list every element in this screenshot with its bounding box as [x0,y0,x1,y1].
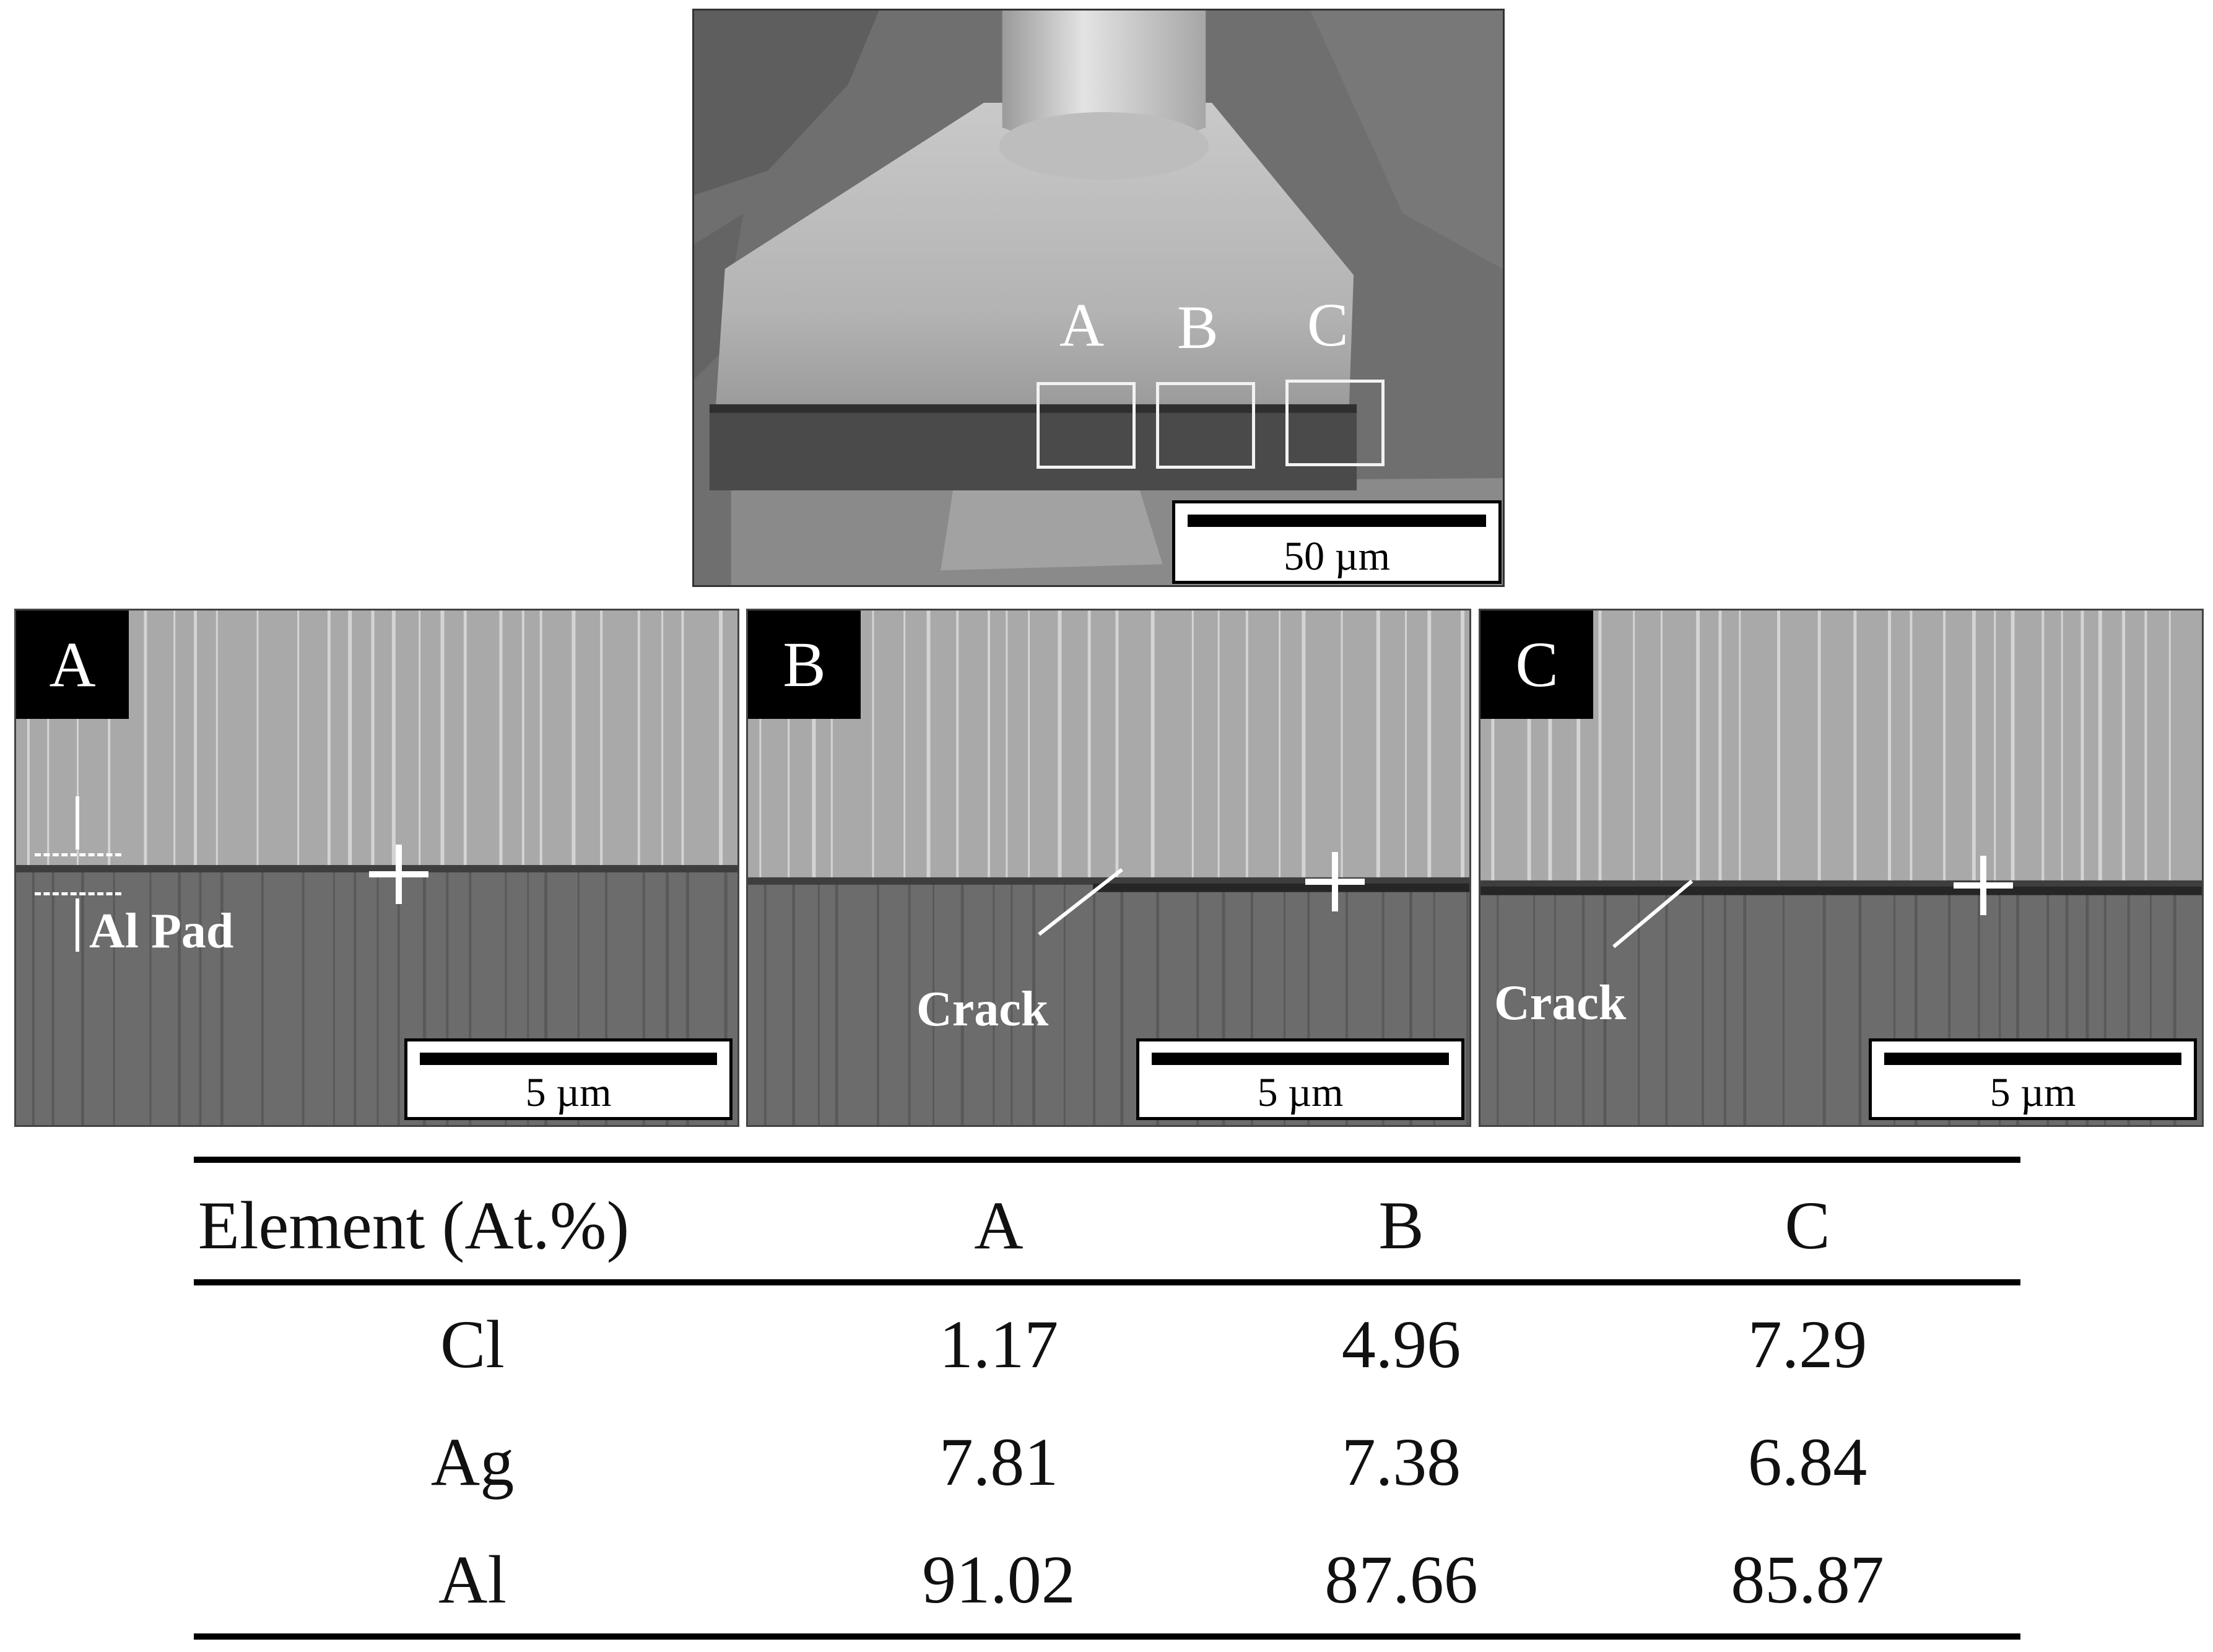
panel-tag-a: A [16,611,129,719]
scale-bar-line [420,1053,717,1065]
cell-cl-a: 1.17 [939,1306,1059,1382]
scale-bar-line [1884,1053,2181,1065]
row-element-al: Al [438,1542,507,1617]
header-element: Element (At.%) [198,1188,630,1263]
al-pad-annotation: Al Pad [89,904,234,959]
roi-box-b [1156,382,1255,469]
panel-a-image: A Al Pad 5 µm [14,609,739,1127]
scale-bar-label: 5 µm [1257,1070,1344,1115]
scale-bar-line [1188,515,1486,527]
panel-b-image: B Crack 5 µm [746,609,1471,1127]
crack-annotation-c: Crack [1494,976,1627,1030]
row-element-ag: Ag [430,1424,515,1500]
cell-al-b: 87.66 [1324,1542,1478,1617]
header-c: C [1785,1188,1830,1263]
arrow-down-icon [76,796,79,850]
panel-c-scale-bar: 5 µm [1869,1038,2197,1120]
roi-label-a: A [1059,290,1105,359]
cell-cl-b: 4.96 [1341,1306,1461,1382]
panel-b-scale-bar: 5 µm [1136,1038,1464,1120]
table-top-rule [194,1157,2020,1163]
cell-cl-c: 7.29 [1747,1306,1867,1382]
panel-tag-c: C [1480,611,1593,719]
roi-box-c [1285,380,1385,466]
cell-ag-b: 7.38 [1341,1424,1461,1500]
crack-annotation-b: Crack [916,982,1049,1037]
measurement-cross-c [1954,856,2013,915]
table-bottom-rule [194,1633,2020,1640]
overview-sem-graphic [694,11,1503,585]
panel-tag-b: B [748,611,861,719]
measurement-cross-a [369,845,428,904]
panel-c-image: C Crack 5 µm [1479,609,2204,1127]
table-header-rule [194,1279,2020,1285]
pad-top-dashed-line [35,853,121,856]
measurement-cross-b [1305,852,1365,911]
arrow-up-icon [76,898,79,952]
composition-table: Element (At.%) A B C Cl 1.17 4.96 7.29 A… [194,1157,2020,1652]
cell-ag-c: 6.84 [1747,1424,1867,1500]
cell-al-c: 85.87 [1731,1542,1884,1617]
scale-bar-label: 50 µm [1284,534,1390,579]
cell-al-a: 91.02 [922,1542,1076,1617]
scale-bar-label: 5 µm [525,1070,612,1115]
header-b: B [1378,1188,1424,1263]
cell-ag-a: 7.81 [939,1424,1059,1500]
scale-bar-line [1152,1053,1449,1065]
roi-label-b: B [1177,293,1219,362]
pad-bottom-dashed-line [35,892,121,895]
overview-sem-image: A B C 50 µm [692,9,1505,587]
roi-label-c: C [1307,290,1349,359]
roi-box-a [1037,382,1136,469]
row-element-cl: Cl [440,1306,505,1382]
overview-scale-bar: 50 µm [1172,500,1502,584]
panel-a-graphic [16,611,737,1125]
header-a: A [974,1188,1024,1263]
scale-bar-label: 5 µm [1989,1070,2076,1115]
panel-a-scale-bar: 5 µm [404,1038,733,1120]
